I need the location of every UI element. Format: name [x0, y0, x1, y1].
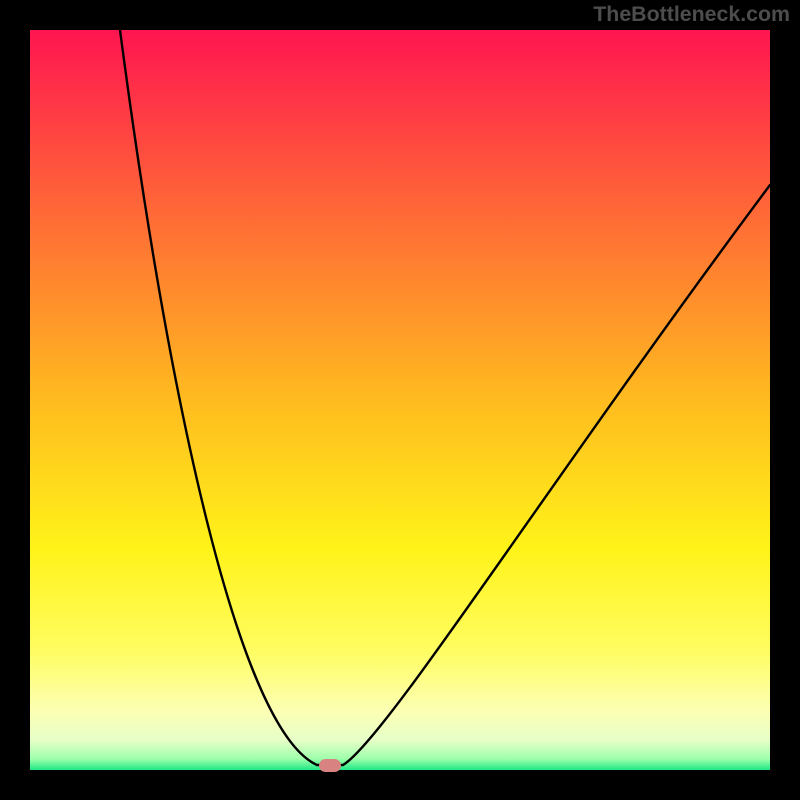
optimal-marker — [319, 759, 341, 772]
curve-path — [120, 30, 770, 765]
watermark-text: TheBottleneck.com — [593, 2, 790, 27]
chart-frame: TheBottleneck.com — [0, 0, 800, 800]
bottleneck-curve — [30, 30, 770, 770]
plot-area — [30, 30, 770, 770]
